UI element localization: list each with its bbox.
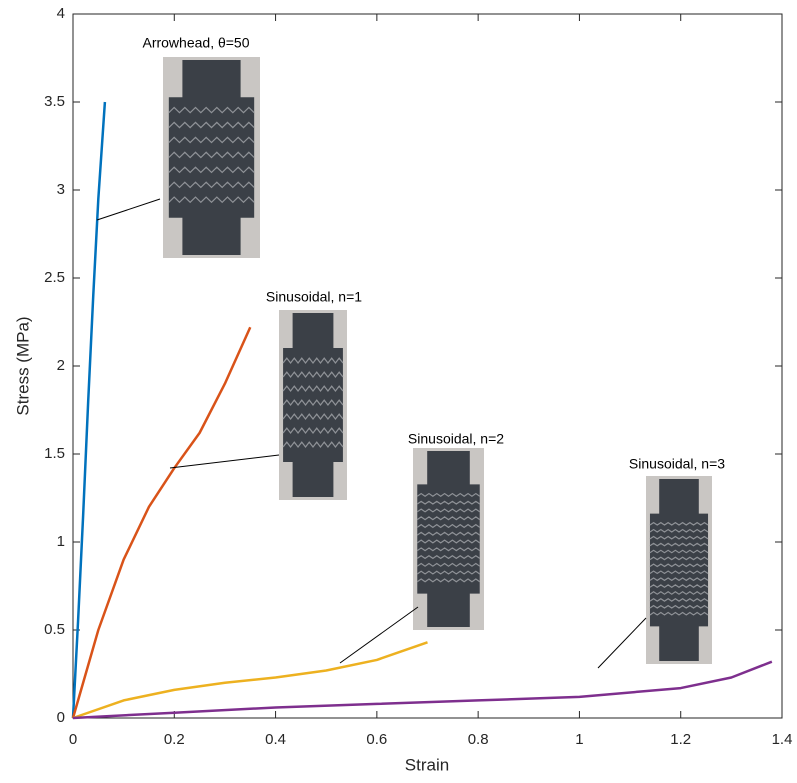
lattice-row bbox=[649, 521, 709, 526]
lattice-row bbox=[416, 531, 481, 536]
lattice-row bbox=[282, 413, 344, 420]
x-tick-label: 0 bbox=[69, 731, 77, 748]
specimen bbox=[417, 451, 480, 627]
lattice-row bbox=[649, 563, 709, 568]
x-tick-label: 0.8 bbox=[468, 731, 489, 748]
leader-line bbox=[339, 606, 419, 664]
x-tick-label: 1.4 bbox=[772, 731, 793, 748]
lattice-row bbox=[168, 196, 255, 204]
lattice-row bbox=[649, 597, 709, 602]
y-tick-label: 0 bbox=[57, 709, 65, 726]
lattice-row bbox=[649, 535, 709, 540]
y-tick-label: 2.5 bbox=[44, 269, 65, 286]
lattice-row bbox=[282, 357, 344, 364]
lattice-row bbox=[416, 523, 481, 529]
series-line bbox=[72, 660, 773, 720]
y-tick-label: 1.5 bbox=[44, 445, 65, 462]
lattice-row bbox=[282, 441, 344, 448]
lattice-row bbox=[649, 584, 709, 589]
annotation: Arrowhead, θ=50 bbox=[142, 35, 249, 51]
lattice-row bbox=[416, 554, 481, 560]
annotation: Sinusoidal, n=2 bbox=[408, 431, 504, 447]
lattice-row bbox=[282, 427, 344, 434]
lattice-row bbox=[416, 492, 481, 498]
lattice-row bbox=[416, 547, 481, 552]
x-tick-label: 1.2 bbox=[670, 731, 691, 748]
lattice-row bbox=[168, 136, 255, 144]
lattice-row bbox=[649, 604, 709, 609]
y-tick-label: 1 bbox=[57, 533, 65, 550]
lattice-row bbox=[282, 385, 344, 392]
lattice-row bbox=[416, 508, 481, 513]
lattice-row bbox=[416, 539, 481, 544]
y-tick-label: 3.5 bbox=[44, 93, 65, 110]
x-tick-label: 0.2 bbox=[164, 731, 185, 748]
inset-photo bbox=[646, 476, 712, 664]
lattice-row bbox=[649, 591, 709, 595]
lattice-row bbox=[649, 549, 709, 554]
y-axis-label: Stress (MPa) bbox=[13, 316, 32, 415]
lattice-row bbox=[416, 500, 481, 505]
lattice-row bbox=[416, 570, 481, 575]
lattice-row bbox=[649, 556, 709, 561]
y-tick-label: 4 bbox=[57, 5, 65, 22]
lattice-row bbox=[168, 181, 255, 189]
y-tick-label: 0.5 bbox=[44, 621, 65, 638]
lattice-row bbox=[282, 371, 344, 378]
inset-photo bbox=[163, 57, 260, 258]
x-tick-label: 0.4 bbox=[265, 731, 286, 748]
lattice-row bbox=[168, 151, 255, 159]
series-line bbox=[72, 641, 428, 720]
lattice-row bbox=[649, 577, 709, 582]
x-axis-label: Strain bbox=[405, 755, 449, 774]
lattice-row bbox=[649, 528, 709, 533]
x-tick-label: 0.6 bbox=[366, 731, 387, 748]
inset-photo bbox=[413, 448, 484, 630]
series-line bbox=[71, 101, 107, 719]
lattice-row bbox=[168, 106, 255, 114]
y-tick-label: 2 bbox=[57, 357, 65, 374]
series-line bbox=[71, 326, 252, 719]
leader-line bbox=[169, 454, 280, 469]
lattice-row bbox=[649, 611, 709, 616]
lattice-row bbox=[168, 121, 255, 129]
y-tick-label: 3 bbox=[57, 181, 65, 198]
lattice-row bbox=[649, 542, 709, 547]
lattice-row bbox=[416, 562, 481, 567]
annotation: Sinusoidal, n=1 bbox=[266, 289, 362, 305]
x-tick-label: 1 bbox=[575, 731, 583, 748]
lattice-row bbox=[282, 399, 344, 406]
leader-line bbox=[96, 198, 161, 221]
inset-photo bbox=[279, 310, 347, 500]
lattice-row bbox=[416, 516, 481, 521]
lattice-row bbox=[649, 570, 709, 575]
lattice-row bbox=[416, 578, 481, 583]
annotation: Sinusoidal, n=3 bbox=[629, 456, 725, 472]
lattice-row bbox=[168, 166, 255, 174]
leader-line bbox=[597, 617, 647, 669]
